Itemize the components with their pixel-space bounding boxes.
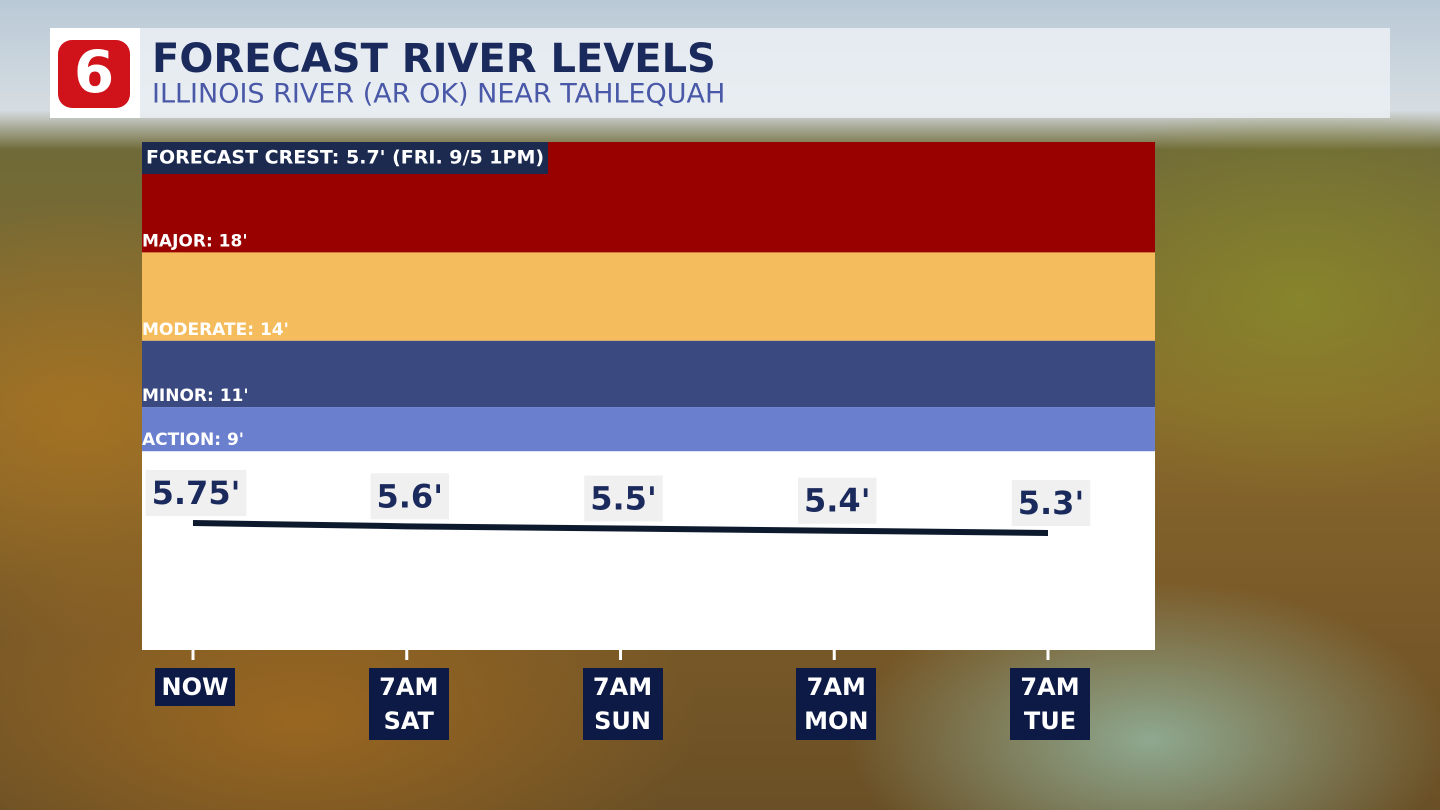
- value-label: 5.75': [152, 474, 241, 512]
- value-label-box: [584, 475, 663, 522]
- x-tick-label: NOW: [155, 668, 235, 706]
- flood-band: [142, 340, 1155, 408]
- band-label: MODERATE: 14': [142, 320, 289, 340]
- value-label-box: [145, 470, 247, 516]
- value-label-box: [798, 477, 877, 524]
- flood-band: [142, 407, 1155, 452]
- value-label: 5.4': [804, 482, 870, 520]
- chart-subtitle: ILLINOIS RIVER (AR OK) NEAR TAHLEQUAH: [152, 79, 725, 110]
- annotation-box: [142, 142, 549, 174]
- value-label: 5.6': [377, 477, 443, 515]
- logo-badge: [58, 40, 130, 108]
- value-label-box: [1011, 479, 1091, 526]
- x-tick-label: 7AM MON: [796, 668, 877, 740]
- flood-band: [142, 252, 1155, 341]
- river-level-line: [192, 520, 1049, 536]
- x-tick-label: 7AM TUE: [1010, 668, 1090, 740]
- band-label: MINOR: 11': [142, 386, 249, 406]
- band-label: ACTION: 9': [142, 430, 244, 450]
- band-label: MAJOR: 18': [142, 231, 248, 251]
- value-label: 5.3': [1018, 484, 1084, 522]
- title-panel: [50, 28, 1390, 118]
- chart-title: FORECAST RIVER LEVELS: [152, 36, 716, 82]
- crest-annotation: FORECAST CREST: 5.7' (FRI. 9/5 1PM): [146, 147, 544, 169]
- x-tick-label: 7AM SAT: [368, 668, 449, 740]
- x-tick-label: 7AM SUN: [582, 668, 663, 740]
- value-label: 5.5': [590, 480, 656, 518]
- logo: 6: [74, 38, 114, 106]
- value-label-box: [370, 473, 449, 520]
